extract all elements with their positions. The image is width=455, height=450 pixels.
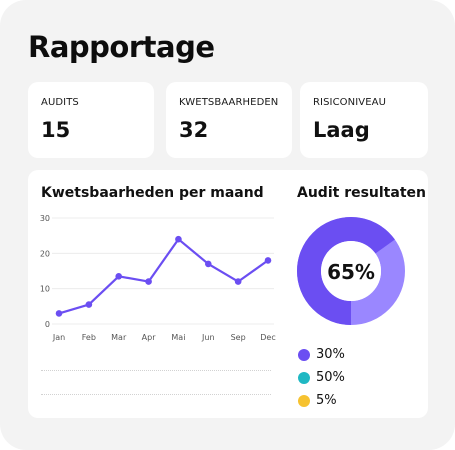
data-point[interactable]	[175, 235, 182, 243]
stat-card-kwetsbaarheden[interactable]: KWETSBAARHEDEN 32	[166, 82, 292, 158]
line-chart: 0 10 20 30 Jan Feb Mar Apr Mai Jun Sep Dec	[40, 214, 276, 342]
x-tick-label: Mar	[111, 333, 127, 342]
y-tick-label: 30	[40, 214, 50, 223]
donut-title: Audit resultaten	[297, 185, 426, 201]
stat-label-risiconiveau: RISICONIVEAU	[313, 97, 386, 108]
data-point[interactable]	[85, 301, 93, 308]
data-point[interactable]	[55, 310, 63, 317]
x-tick-label: Jun	[201, 333, 215, 342]
legend-dot	[298, 371, 310, 384]
data-point[interactable]	[234, 278, 242, 285]
page-title: Rapportage	[28, 30, 215, 64]
legend-item[interactable]: 5%	[298, 389, 345, 412]
x-tick-label: Jan	[52, 333, 65, 342]
data-point[interactable]	[145, 278, 152, 285]
legend-dot	[298, 348, 310, 361]
stat-value-risiconiveau: Laag	[313, 118, 370, 142]
placeholder-line	[41, 394, 271, 395]
x-tick-label: Dec	[260, 333, 275, 342]
stat-value-kwetsbaarheden: 32	[179, 118, 209, 142]
legend-label: 5%	[316, 393, 337, 408]
stat-card-risiconiveau[interactable]: RISICONIVEAU Laag	[300, 82, 428, 158]
donut-hole	[321, 241, 381, 301]
legend-item[interactable]: 30%	[298, 343, 345, 366]
stat-card-audits[interactable]: AUDITS 15	[28, 82, 154, 158]
data-point[interactable]	[115, 273, 123, 280]
analytics-card: Kwetsbaarheden per maand 0 10 20 30 Jan Feb Ma…	[28, 170, 428, 418]
x-tick-label: Sep	[231, 333, 246, 342]
y-tick-label: 20	[40, 249, 50, 258]
legend-label: 30%	[316, 347, 345, 362]
stat-value-audits: 15	[41, 118, 71, 142]
donut-chart	[297, 217, 405, 325]
series-line	[58, 238, 269, 315]
legend-item[interactable]: 50%	[298, 366, 345, 389]
y-tick-label: 10	[40, 285, 50, 294]
chart-title: Kwetsbaarheden per maand	[41, 185, 264, 201]
legend-label: 50%	[316, 370, 345, 385]
donut-segment[interactable]	[297, 217, 405, 325]
stat-label-kwetsbaarheden: KWETSBAARHEDEN	[179, 97, 279, 108]
x-tick-label: Mai	[171, 333, 185, 342]
x-tick-label: Apr	[142, 333, 157, 342]
data-point[interactable]	[264, 257, 272, 264]
x-tick-label: Feb	[82, 333, 96, 342]
data-point[interactable]	[204, 260, 212, 268]
donut-legend: 30% 50% 5%	[298, 343, 345, 412]
legend-dot	[298, 394, 310, 407]
stat-label-audits: AUDITS	[41, 97, 79, 108]
donut-center-label: 65%	[327, 260, 375, 284]
placeholder-line	[41, 370, 271, 371]
y-tick-label: 0	[45, 320, 50, 329]
